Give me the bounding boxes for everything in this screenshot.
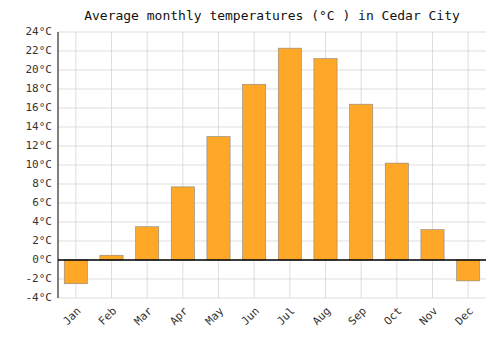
y-tick-label: 12°C xyxy=(26,139,53,152)
bar xyxy=(136,227,159,260)
x-tick-label: Jul xyxy=(274,305,297,328)
y-tick-label: 22°C xyxy=(26,44,53,57)
grid xyxy=(58,32,486,298)
y-grid-line xyxy=(58,184,486,185)
y-grid-line xyxy=(58,298,486,299)
x-tick-label: Feb xyxy=(96,305,119,328)
bar xyxy=(457,260,480,281)
y-tick-label: 10°C xyxy=(26,158,53,171)
y-axis-line xyxy=(58,32,59,298)
bar xyxy=(207,137,230,261)
x-tick-label: Mar xyxy=(132,304,156,328)
y-axis: -4°C -2°C 0°C 2°C 4°C 6°C 8°C 10°C 12°C 14°C 16°C 1… xyxy=(26,25,53,304)
x-grid-line xyxy=(75,32,76,298)
y-tick-label: -2°C xyxy=(26,272,53,285)
bar xyxy=(385,163,408,260)
y-tick-label: 18°C xyxy=(26,82,53,95)
y-tick-label: 0°C xyxy=(32,253,52,266)
x-tick-label: Dec xyxy=(453,305,476,328)
x-tick-label: May xyxy=(203,304,227,328)
y-grid-line xyxy=(58,51,486,52)
x-tick-label: Aug xyxy=(310,305,333,328)
bar xyxy=(243,84,266,260)
y-grid-line xyxy=(58,222,486,223)
y-grid-line xyxy=(58,70,486,71)
y-tick-label: -4°C xyxy=(26,291,53,304)
y-tick-label: 16°C xyxy=(26,101,53,114)
y-tick-label: 6°C xyxy=(32,196,52,209)
y-tick-label: 2°C xyxy=(32,234,52,247)
y-tick-label: 4°C xyxy=(32,215,52,228)
y-tick-label: 14°C xyxy=(26,120,53,133)
bar xyxy=(278,48,301,260)
y-grid-line xyxy=(58,279,486,280)
y-tick-label: 8°C xyxy=(32,177,52,190)
y-tick-label: 20°C xyxy=(26,63,53,76)
bars xyxy=(64,48,480,284)
y-grid-line xyxy=(58,108,486,109)
y-grid-line xyxy=(58,127,486,128)
x-tick-label: Oct xyxy=(381,305,404,328)
zero-line xyxy=(58,259,486,261)
y-grid-line xyxy=(58,165,486,166)
x-tick-label: Nov xyxy=(417,304,441,328)
y-grid-line xyxy=(58,146,486,147)
x-tick-label: Sep xyxy=(346,305,369,328)
y-grid-line xyxy=(58,89,486,90)
y-grid-line xyxy=(58,260,486,261)
bar xyxy=(421,230,444,260)
x-tick-label: Apr xyxy=(167,304,191,328)
x-tick-label: Jan xyxy=(60,305,83,328)
y-grid-line xyxy=(58,32,486,33)
x-axis: Jan Feb Mar Apr May Jun Jul Aug Sep Oct Nov Dec xyxy=(60,304,476,328)
chart: -4°C -2°C 0°C 2°C 4°C 6°C 8°C 10°C 12°C 14°C 16°C 1… xyxy=(0,0,500,350)
bar xyxy=(314,59,337,260)
title: Average monthly temperatures (°C ) in Ce… xyxy=(84,8,460,23)
bar xyxy=(171,187,194,260)
y-tick-label: 24°C xyxy=(26,25,53,38)
bar xyxy=(350,104,373,260)
bar xyxy=(64,260,87,284)
x-grid-line xyxy=(468,32,469,298)
y-grid-line xyxy=(58,203,486,204)
x-tick-label: Jun xyxy=(239,305,262,328)
